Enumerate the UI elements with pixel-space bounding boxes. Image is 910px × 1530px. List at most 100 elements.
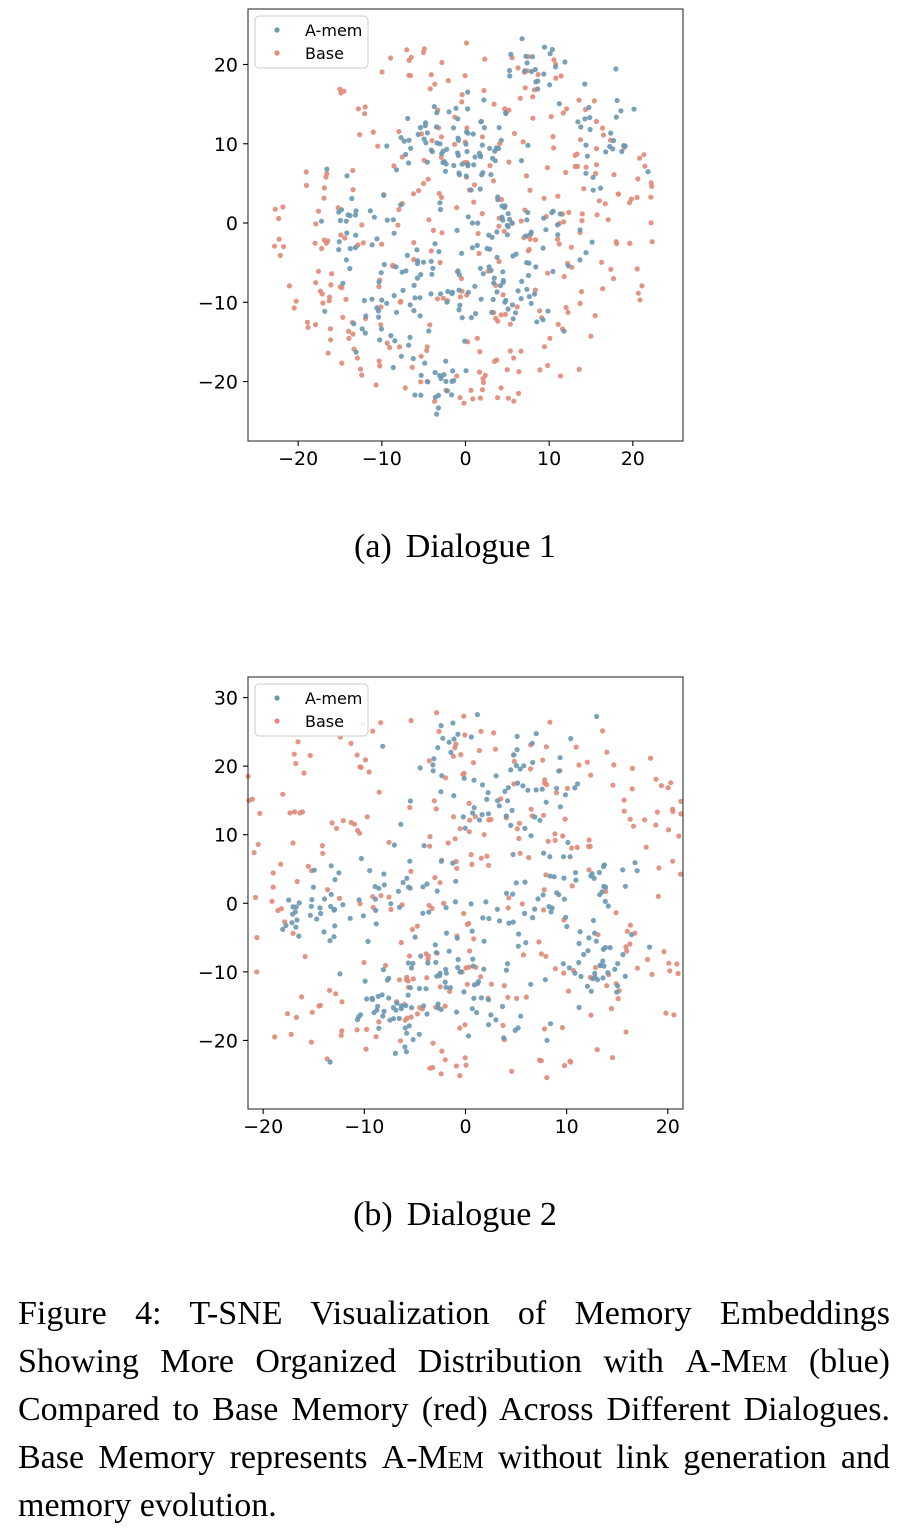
- x-tick-label: −10: [362, 448, 402, 470]
- data-point-a-mem: [530, 759, 536, 766]
- data-point-base: [634, 965, 641, 971]
- data-point-base: [520, 139, 526, 145]
- data-point-base: [466, 800, 472, 806]
- data-point-a-mem: [308, 903, 314, 909]
- data-point-base: [487, 163, 493, 169]
- data-point-a-mem: [510, 891, 516, 897]
- data-point-base: [430, 227, 436, 233]
- data-point-a-mem: [622, 143, 628, 149]
- data-point-base: [495, 318, 501, 324]
- data-point-a-mem: [332, 906, 338, 912]
- data-point-base: [379, 69, 385, 75]
- data-point-base: [637, 155, 643, 161]
- data-point-base: [463, 1062, 469, 1068]
- y-tick-label: −20: [198, 372, 238, 394]
- data-point-base: [578, 289, 585, 295]
- data-point-base: [387, 344, 393, 351]
- data-point-base: [514, 995, 520, 1001]
- data-point-a-mem: [340, 902, 346, 908]
- data-point-base: [541, 887, 547, 893]
- data-point-base: [276, 215, 282, 222]
- data-point-base: [458, 275, 465, 282]
- data-point-a-mem: [575, 119, 581, 125]
- data-point-a-mem: [590, 187, 596, 193]
- data-point-a-mem: [444, 388, 450, 394]
- data-point-base: [427, 834, 433, 840]
- data-point-a-mem: [456, 172, 463, 178]
- data-point-a-mem: [506, 67, 513, 74]
- data-point-a-mem: [468, 901, 474, 907]
- data-point-a-mem: [592, 930, 598, 936]
- data-point-a-mem: [434, 110, 440, 116]
- data-point-a-mem: [292, 909, 298, 915]
- data-point-base: [325, 350, 331, 356]
- data-point-a-mem: [502, 788, 508, 794]
- data-point-base: [501, 228, 507, 234]
- data-point-base: [611, 172, 617, 178]
- data-point-base: [291, 751, 297, 757]
- data-point-base: [621, 797, 627, 803]
- data-point-base: [467, 948, 473, 954]
- data-point-base: [494, 357, 500, 363]
- data-point-a-mem: [478, 296, 484, 302]
- data-point-a-mem: [369, 296, 375, 302]
- data-point-base: [286, 283, 292, 289]
- data-point-base: [471, 936, 477, 942]
- data-point-a-mem: [622, 973, 628, 979]
- x-tick-label: −20: [243, 1116, 283, 1138]
- data-point-base: [477, 349, 483, 355]
- data-point-base: [555, 236, 561, 242]
- data-point-a-mem: [587, 126, 593, 133]
- data-point-a-mem: [398, 353, 404, 359]
- data-point-base: [388, 906, 394, 913]
- data-point-a-mem: [535, 78, 541, 84]
- data-point-base: [476, 369, 483, 375]
- data-point-a-mem: [445, 288, 451, 295]
- data-point-base: [329, 820, 335, 826]
- data-point-a-mem: [471, 777, 477, 783]
- data-point-a-mem: [510, 316, 516, 322]
- data-point-base: [511, 130, 518, 137]
- data-point-base: [545, 362, 551, 369]
- data-point-base: [678, 871, 684, 877]
- data-point-a-mem: [481, 966, 487, 972]
- data-point-base: [627, 816, 633, 822]
- data-point-a-mem: [393, 309, 400, 315]
- data-point-a-mem: [634, 868, 640, 874]
- data-point-a-mem: [398, 1006, 404, 1012]
- data-point-base: [391, 163, 397, 169]
- data-point-base: [407, 73, 414, 79]
- data-point-base: [540, 757, 546, 763]
- data-point-a-mem: [492, 148, 498, 154]
- data-point-base: [615, 191, 622, 197]
- data-point-a-mem: [577, 257, 583, 263]
- data-point-a-mem: [336, 870, 342, 876]
- data-point-base: [404, 974, 410, 980]
- data-point-a-mem: [407, 858, 413, 864]
- data-point-base: [586, 867, 592, 873]
- data-point-base: [561, 273, 567, 280]
- data-point-base: [506, 895, 512, 901]
- data-point-base: [357, 132, 363, 138]
- data-point-a-mem: [515, 288, 521, 294]
- data-point-a-mem: [583, 170, 589, 176]
- data-point-a-mem: [474, 981, 481, 987]
- data-point-a-mem: [459, 250, 465, 256]
- data-point-a-mem: [459, 315, 465, 321]
- data-point-a-mem: [430, 768, 436, 774]
- data-point-base: [340, 314, 346, 320]
- data-point-a-mem: [459, 161, 465, 167]
- data-point-base: [555, 193, 561, 199]
- data-point-base: [433, 806, 439, 812]
- data-point-a-mem: [469, 220, 475, 226]
- data-point-a-mem: [601, 883, 607, 889]
- data-point-base: [270, 870, 276, 876]
- data-point-base: [605, 217, 611, 223]
- data-point-a-mem: [311, 867, 317, 873]
- data-point-a-mem: [504, 232, 510, 238]
- data-point-a-mem: [310, 884, 316, 890]
- data-point-base: [588, 333, 594, 339]
- data-point-a-mem: [518, 296, 524, 302]
- data-point-a-mem: [343, 257, 349, 263]
- data-point-base: [564, 106, 570, 112]
